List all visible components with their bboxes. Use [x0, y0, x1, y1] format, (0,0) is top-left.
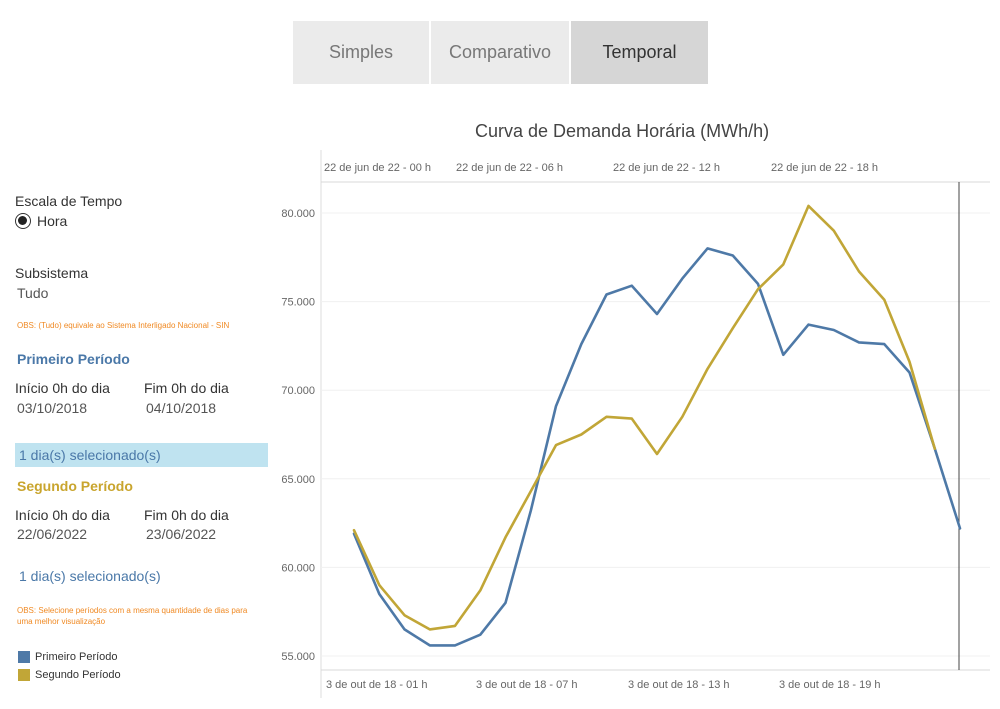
radio-hora-icon[interactable]: [15, 213, 31, 229]
top-axis-label: 22 de jun de 22 - 00 h: [324, 162, 431, 174]
second-end-date[interactable]: 23/06/2022: [146, 526, 217, 542]
bottom-axis-label: 3 de out de 18 - 01 h: [326, 679, 428, 691]
series-line-segundo-periodo: [352, 204, 937, 631]
obs-sin-note: OBS: (Tudo) equivale ao Sistema Interlig…: [17, 321, 230, 330]
top-axis-label: 22 de jun de 22 - 06 h: [456, 162, 563, 174]
tab-simples[interactable]: Simples: [293, 21, 429, 84]
bottom-axis-label: 3 de out de 18 - 07 h: [476, 679, 578, 691]
y-tick-label: 80.000: [281, 208, 315, 220]
first-selected-highlight: [15, 443, 268, 467]
first-end-date[interactable]: 04/10/2018: [146, 400, 217, 416]
bottom-axis-label: 3 de out de 18 - 13 h: [628, 679, 730, 691]
top-axis-label: 22 de jun de 22 - 12 h: [613, 162, 720, 174]
first-selected-count: 1 dia(s) selecionado(s): [19, 447, 161, 463]
obs-periods-note-line1: OBS: Selecione períodos com a mesma quan…: [17, 606, 248, 615]
top-axis-label: 22 de jun de 22 - 18 h: [771, 162, 878, 174]
second-selected-count: 1 dia(s) selecionado(s): [19, 568, 161, 584]
second-period-title: Segundo Período: [17, 478, 133, 494]
first-start-date[interactable]: 03/10/2018: [17, 400, 88, 416]
scale-title: Escala de Tempo: [15, 193, 123, 209]
y-tick-label: 65.000: [281, 474, 315, 486]
legend-swatch-second: [18, 669, 30, 681]
second-start-label: Início 0h do dia: [15, 507, 110, 523]
legend-label-first: Primeiro Período: [35, 651, 118, 663]
first-end-label: Fim 0h do dia: [144, 380, 229, 396]
y-tick-label: 70.000: [281, 385, 315, 397]
obs-periods-note-line2: uma melhor visualização: [17, 617, 106, 626]
first-period-title: Primeiro Período: [17, 351, 130, 367]
second-end-label: Fim 0h do dia: [144, 507, 229, 523]
chart-title: Curva de Demanda Horária (MWh/h): [475, 121, 770, 141]
view-tabs: Simples Comparativo Temporal: [293, 21, 710, 84]
radio-hora-label[interactable]: Hora: [37, 213, 68, 229]
bottom-axis-label: 3 de out de 18 - 19 h: [779, 679, 881, 691]
y-tick-label: 55.000: [281, 651, 315, 663]
tab-temporal[interactable]: Temporal: [571, 21, 708, 84]
y-tick-label: 60.000: [281, 562, 315, 574]
second-start-date[interactable]: 22/06/2022: [17, 526, 88, 542]
legend-swatch-first: [18, 651, 30, 663]
subsystem-select[interactable]: Tudo: [17, 285, 49, 301]
legend-label-second: Segundo Período: [35, 669, 121, 681]
y-tick-label: 75.000: [281, 297, 315, 309]
subsystem-title: Subsistema: [15, 265, 89, 281]
tab-comparativo[interactable]: Comparativo: [431, 21, 569, 84]
series-line-primeiro-periodo: [352, 247, 962, 647]
filter-panel: Escala de Tempo Hora Subsistema Tudo OBS…: [0, 0, 280, 709]
first-start-label: Início 0h do dia: [15, 380, 110, 396]
